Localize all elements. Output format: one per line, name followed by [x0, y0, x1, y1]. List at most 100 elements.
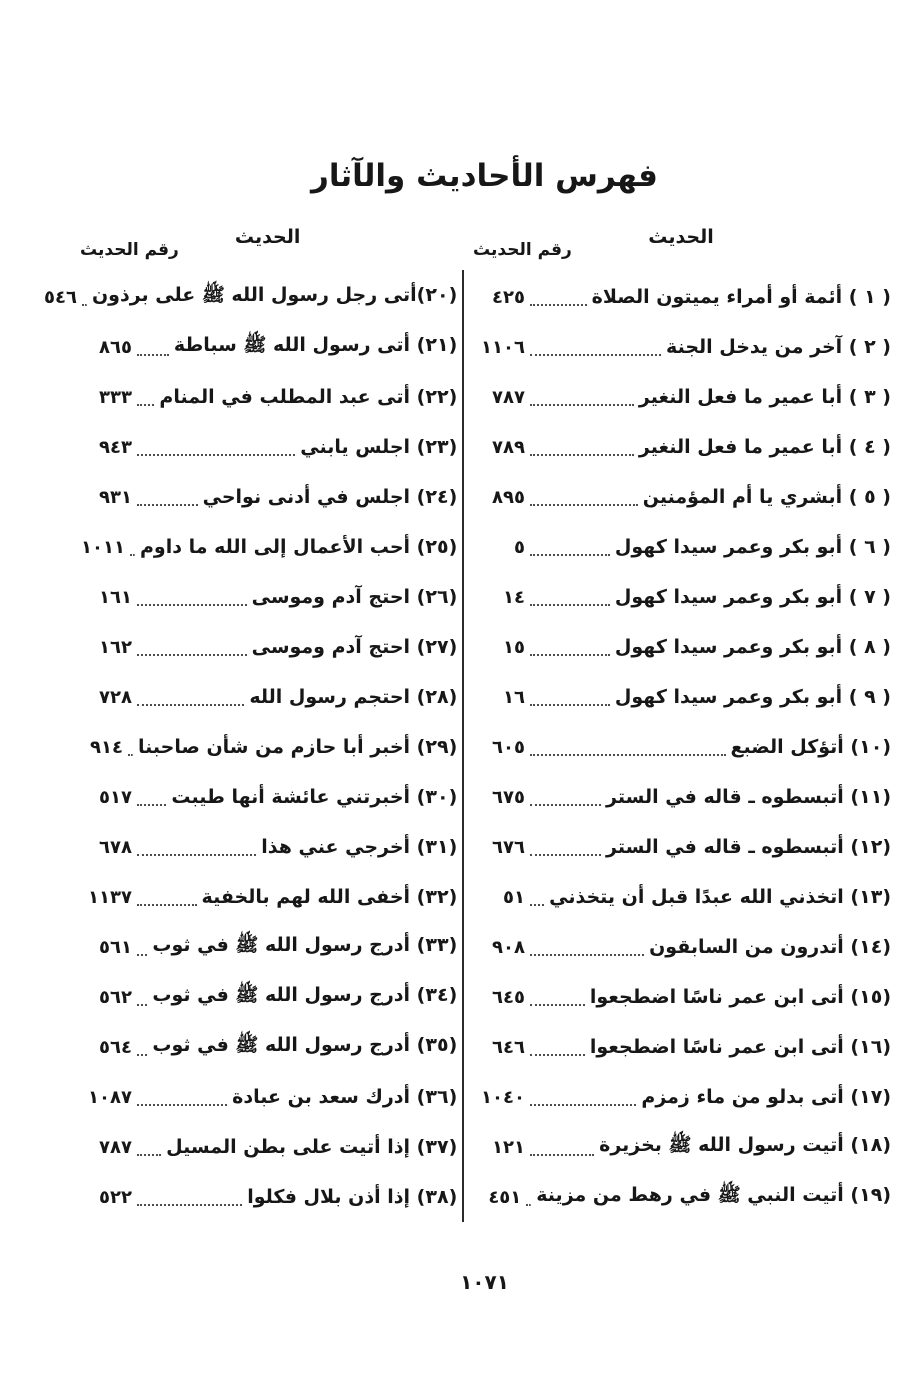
index-column-left: الحديث رقم الحديث (٢٠)أتى رجل رسول الله … — [44, 224, 458, 1222]
hadith-number: ٦٤٦ — [492, 1036, 525, 1058]
hadith-number: ٥٦٢ — [99, 986, 132, 1008]
index-entry-row: (١٧) أتى بدلو من ماء زمزم ١٠٤٠ — [471, 1072, 891, 1122]
entry-text: (١٢) أتبسطوه ـ قاله في الستر — [606, 836, 891, 858]
entry-text: (١٩) أتيت النبي ﷺ في رهط من مزينة — [536, 1184, 891, 1206]
entry-text: (٢٧) احتج آدم وموسى — [251, 636, 458, 658]
entry-text: (٢٥) أحب الأعمال إلى الله ما داوم — [139, 536, 458, 558]
index-entry-row: (٢٨) احتجم رسول الله ٧٢٨ — [78, 672, 457, 722]
column-header-left: الحديث رقم الحديث — [78, 224, 457, 272]
entry-text: (١٨) أتيت رسول الله ﷺ بخزيرة — [599, 1134, 891, 1156]
hadith-number: ٩٣١ — [99, 486, 132, 508]
dotted-leader — [137, 352, 169, 356]
index-entry-row: ( ١ ) أئمة أو أمراء يميتون الصلاة ٤٢٥ — [471, 272, 891, 322]
index-entry-row: ( ٦ ) أبو بكر وعمر سيدا كهول ٥ — [471, 522, 891, 572]
entry-text: ( ٩ ) أبو بكر وعمر سيدا كهول — [614, 686, 891, 708]
entry-text: (٢٤) اجلس في أدنى نواحي — [202, 486, 458, 508]
index-entry-row: (٣٠) أخبرتني عائشة أنها طيبت ٥١٧ — [78, 772, 457, 822]
hadith-number: ٦٠٥ — [492, 736, 525, 758]
entry-text: (٣١) أخرجي عني هذا — [261, 836, 458, 858]
hadith-number: ١٥ — [503, 636, 525, 658]
entry-text: (١٥) أتى ابن عمر ناسًا اضطجعوا — [589, 986, 891, 1008]
hadith-number: ٥٢٢ — [99, 1186, 132, 1208]
entry-text: (٣٠) أخبرتني عائشة أنها طيبت — [171, 786, 458, 808]
dotted-leader — [137, 402, 155, 406]
dotted-leader — [530, 852, 602, 856]
entry-text: (٣٥) أدرج رسول الله ﷺ في ثوب — [152, 1034, 458, 1056]
index-entry-row: (٢٣) اجلس يابني ٩٤٣ — [78, 422, 457, 472]
hadith-number: ١١٣٧ — [88, 886, 132, 908]
dotted-leader — [530, 752, 726, 756]
hadith-number: ١٦ — [503, 686, 525, 708]
dotted-leader — [530, 952, 645, 956]
dotted-leader — [530, 1152, 595, 1156]
dotted-leader — [526, 1202, 532, 1206]
index-entry-row: (٢١) أتى رسول الله ﷺ سباطة ٨٦٥ — [78, 322, 457, 372]
dotted-leader — [530, 452, 634, 456]
dotted-leader — [530, 302, 587, 306]
hadith-number: ٥٦١ — [99, 936, 132, 958]
index-entry-row: ( ٢ ) آخر من يدخل الجنة ١١٠٦ — [471, 322, 891, 372]
hadith-number: ٩١٤ — [90, 736, 123, 758]
entries-list-right: ( ١ ) أئمة أو أمراء يميتون الصلاة ٤٢٥ ( ٢ … — [471, 272, 891, 1222]
index-entry-row: ( ٩ ) أبو بكر وعمر سيدا كهول ١٦ — [471, 672, 891, 722]
hadith-number: ٦٧٦ — [492, 836, 525, 858]
hadith-number: ٧٢٨ — [99, 686, 132, 708]
hadith-number: ٦٧٨ — [99, 836, 132, 858]
index-entry-row: (١٩) أتيت النبي ﷺ في رهط من مزينة ٤٥١ — [471, 1172, 891, 1222]
hadith-number: ١٢١ — [492, 1136, 525, 1158]
index-entry-row: (١١) أتبسطوه ـ قاله في الستر ٦٧٥ — [471, 772, 891, 822]
column-header-number: رقم الحديث — [473, 240, 572, 260]
entry-text: (٢٠)أتى رجل رسول الله ﷺ على برذون — [91, 284, 458, 306]
entry-text: (٣٢) أخفى الله لهم بالخفية — [201, 886, 458, 908]
dotted-leader — [81, 302, 87, 306]
index-entry-row: ( ٣ ) أبا عمير ما فعل النغير ٧٨٧ — [471, 372, 891, 422]
page-number: ١٠٧١ — [460, 1270, 509, 1294]
entry-text: (١٧) أتى بدلو من ماء زمزم — [641, 1086, 891, 1108]
index-entry-row: (٣٦) أدرك سعد بن عبادة ١٠٨٧ — [78, 1072, 457, 1122]
hadith-number: ٨٩٥ — [492, 486, 525, 508]
dotted-leader — [137, 1202, 243, 1206]
hadith-number: ٤٥١ — [488, 1186, 522, 1208]
hadith-number: ٨٦٥ — [99, 336, 132, 358]
index-entry-row: ( ٧ ) أبو بكر وعمر سيدا كهول ١٤ — [471, 572, 891, 622]
entry-text: (١٣) اتخذني الله عبدًا قبل أن يتخذني — [549, 886, 891, 908]
hadith-number: ١٠١١ — [81, 536, 125, 558]
entries-list-left: (٢٠)أتى رجل رسول الله ﷺ على برذون ٥٤٦ (٢١)… — [44, 272, 458, 1222]
hadith-number: ٥٦٤ — [99, 1036, 132, 1058]
entry-text: (٢٩) أخبر أبا حازم من شأن صاحبنا — [138, 736, 458, 758]
column-header-hadith: الحديث — [234, 226, 301, 248]
index-entry-row: ( ٨ ) أبو بكر وعمر سيدا كهول ١٥ — [471, 622, 891, 672]
hadith-number: ٥١ — [503, 886, 525, 908]
hadith-number: ٦٤٥ — [492, 986, 525, 1008]
dotted-leader — [530, 902, 545, 906]
dotted-leader — [137, 702, 245, 706]
dotted-leader — [137, 602, 247, 606]
entry-text: ( ٧ ) أبو بكر وعمر سيدا كهول — [614, 586, 891, 608]
index-column-right: الحديث رقم الحديث ( ١ ) أئمة أو أمراء يم… — [471, 224, 891, 1222]
hadith-number: ٥١٧ — [99, 786, 132, 808]
column-divider — [462, 270, 464, 1222]
hadith-number: ١٤ — [503, 586, 525, 608]
index-entry-row: (٢٥) أحب الأعمال إلى الله ما داوم ١٠١١ — [78, 522, 457, 572]
entry-text: ( ٨ ) أبو بكر وعمر سيدا كهول — [614, 636, 891, 658]
column-header-number: رقم الحديث — [80, 240, 179, 260]
index-entry-row: (٣٤) أدرج رسول الله ﷺ في ثوب ٥٦٢ — [78, 972, 457, 1022]
index-entry-row: (٣١) أخرجي عني هذا ٦٧٨ — [78, 822, 457, 872]
index-entry-row: (٢٢) أتى عبد المطلب في المنام ٣٣٣ — [78, 372, 457, 422]
entry-text: (١٦) أتى ابن عمر ناسًا اضطجعوا — [589, 1036, 891, 1058]
hadith-number: ١٠٤٠ — [481, 1086, 525, 1108]
hadith-number: ١٠٨٧ — [88, 1086, 132, 1108]
index-entry-row: (٢٧) احتج آدم وموسى ١٦٢ — [78, 622, 457, 672]
index-entry-row: (٢٩) أخبر أبا حازم من شأن صاحبنا ٩١٤ — [78, 722, 457, 772]
index-entry-row: (١٨) أتيت رسول الله ﷺ بخزيرة ١٢١ — [471, 1122, 891, 1172]
index-entry-row: ( ٥ ) أبشري يا أم المؤمنين ٨٩٥ — [471, 472, 891, 522]
entry-text: (٢٦) احتج آدم وموسى — [251, 586, 458, 608]
dotted-leader — [137, 802, 167, 806]
dotted-leader — [137, 652, 247, 656]
column-header-right: الحديث رقم الحديث — [471, 224, 891, 272]
entry-text: (٣٦) أدرك سعد بن عبادة — [232, 1086, 458, 1108]
entry-text: (٣٧) إذا أتيت على بطن المسيل — [166, 1136, 458, 1158]
dotted-leader — [530, 1052, 585, 1056]
index-entry-row: (١٤) أتدرون من السابقون ٩٠٨ — [471, 922, 891, 972]
page-title: فهرس الأحاديث والآثار — [311, 158, 658, 194]
